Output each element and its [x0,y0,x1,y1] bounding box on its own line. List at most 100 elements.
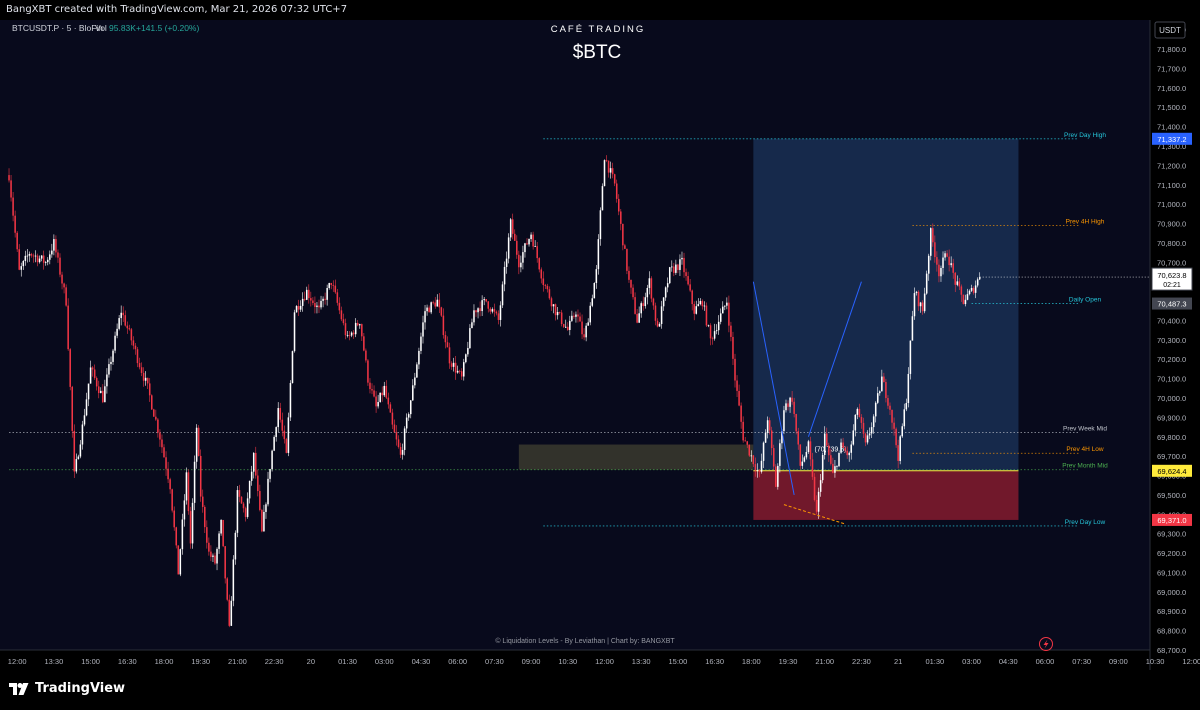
candle[interactable] [30,252,33,258]
candle[interactable] [93,364,96,380]
candle[interactable] [322,296,324,308]
candle[interactable] [915,290,918,296]
candle[interactable] [367,358,369,386]
candle[interactable] [522,245,524,270]
candle[interactable] [185,467,188,505]
candle[interactable] [342,313,345,326]
candle[interactable] [840,438,842,454]
candle[interactable] [55,235,57,258]
candle[interactable] [20,262,23,277]
candle[interactable] [558,311,561,315]
candle[interactable] [671,260,673,272]
candle[interactable] [320,295,322,310]
candle[interactable] [263,504,265,532]
candle[interactable] [852,424,855,446]
candle[interactable] [414,372,416,389]
candle[interactable] [978,272,981,281]
candle[interactable] [440,306,443,317]
candle[interactable] [909,340,912,380]
candle[interactable] [167,461,169,483]
candle[interactable] [104,379,106,403]
candle[interactable] [815,495,818,515]
candle[interactable] [844,445,846,454]
candle[interactable] [422,315,424,344]
candle[interactable] [354,318,357,338]
candle[interactable] [157,418,159,438]
candlesticks[interactable] [8,155,981,628]
candle[interactable] [314,296,316,314]
candle[interactable] [18,244,20,271]
candle[interactable] [654,302,657,326]
candle[interactable] [876,386,879,405]
candle[interactable] [966,288,969,301]
candle[interactable] [432,300,434,305]
candle[interactable] [489,307,492,315]
candle[interactable] [420,332,422,355]
candle[interactable] [573,312,575,319]
candle[interactable] [242,501,245,513]
candle[interactable] [797,427,799,450]
price-label[interactable]: 71,337.2 [1152,132,1192,145]
candle[interactable] [57,249,59,263]
candle[interactable] [615,179,618,203]
candle[interactable] [87,383,90,407]
candle[interactable] [344,318,347,340]
candle[interactable] [860,414,863,429]
candle[interactable] [430,301,432,315]
candle[interactable] [711,336,714,345]
candle[interactable] [371,383,373,395]
candle[interactable] [361,323,363,341]
candle[interactable] [675,259,677,275]
candle[interactable] [409,399,412,419]
candle[interactable] [59,253,61,278]
candle[interactable] [562,323,565,329]
candle[interactable] [303,291,306,302]
candle[interactable] [150,394,153,410]
candle[interactable] [681,251,683,265]
candle[interactable] [359,323,361,329]
candle[interactable] [719,308,722,325]
candle[interactable] [238,484,241,503]
candle[interactable] [81,420,84,450]
candle[interactable] [305,286,308,301]
candle[interactable] [100,387,102,394]
candle[interactable] [399,442,402,459]
candle[interactable] [862,417,865,438]
candle[interactable] [403,426,406,456]
candle[interactable] [932,223,934,247]
candle[interactable] [679,254,681,277]
candle[interactable] [310,291,312,307]
candle[interactable] [340,306,343,322]
candle[interactable] [872,414,875,434]
candle[interactable] [642,296,645,311]
candle[interactable] [85,392,88,417]
candle[interactable] [16,230,18,252]
trend-lines[interactable] [752,281,862,525]
candle[interactable] [919,301,922,313]
candle[interactable] [730,321,732,342]
candle[interactable] [112,348,114,365]
candle[interactable] [756,463,759,478]
candle[interactable] [834,459,836,478]
candle[interactable] [624,243,626,249]
candle[interactable] [136,347,139,368]
candle[interactable] [348,330,351,341]
candle[interactable] [936,251,938,272]
candle[interactable] [789,396,791,413]
candle[interactable] [760,453,763,474]
candle[interactable] [281,412,284,437]
candle[interactable] [452,357,455,372]
candle[interactable] [944,250,946,261]
candle[interactable] [891,409,893,430]
candle[interactable] [868,427,871,440]
candle[interactable] [295,305,298,313]
candle[interactable] [308,284,310,304]
candle[interactable] [828,442,830,462]
candle[interactable] [487,301,490,313]
candle[interactable] [948,249,950,272]
candle[interactable] [338,297,341,315]
candle[interactable] [177,545,180,575]
candle[interactable] [709,323,712,346]
candle[interactable] [334,279,337,294]
candle[interactable] [201,489,204,513]
